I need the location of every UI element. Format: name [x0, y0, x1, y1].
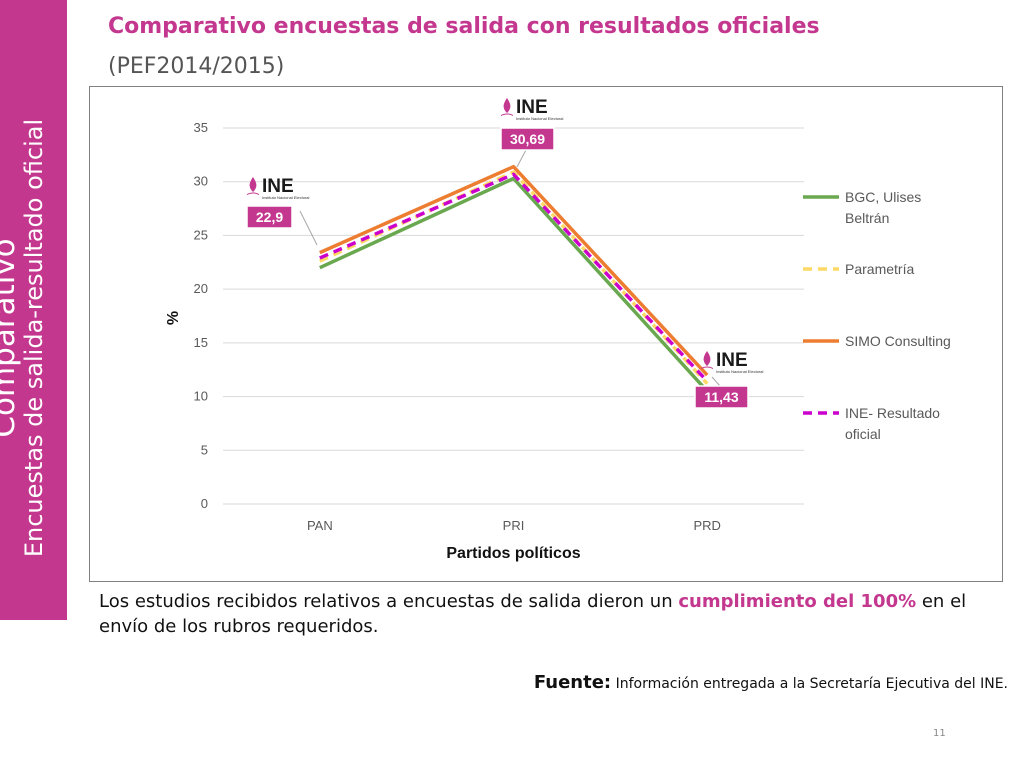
y-tick-label: 30: [194, 174, 208, 189]
series-line: [319, 172, 709, 383]
body-highlight: cumplimiento del 100%: [678, 591, 917, 612]
sidebar-subtitle: Encuestas de salida-resultado oficial: [20, 118, 49, 558]
y-tick-label: 15: [194, 335, 208, 350]
callout-leader: [299, 210, 318, 246]
ine-logo-subtext: Instituto Nacional Electoral: [716, 369, 763, 374]
callout-leader: [516, 147, 528, 168]
body-text-part2: en el envío de los rubros requeridos.: [99, 591, 967, 638]
page-number: 11: [933, 728, 946, 739]
series-line: [319, 176, 709, 393]
source-note: Fuente: Información entregada a la Secre…: [534, 672, 1008, 693]
ine-logo-text: INE: [262, 176, 294, 197]
ine-drop-shape: [703, 351, 711, 366]
body-paragraph: Los estudios recibidos relativos a encue…: [99, 589, 999, 639]
ine-drop-shape: [503, 98, 511, 113]
value-callout-label: 11,43: [704, 389, 738, 405]
value-callout-box: [246, 205, 293, 229]
value-callout-box: [694, 385, 749, 409]
sidebar-title: Comparativo: [0, 238, 22, 438]
x-tick-label: PAN: [307, 518, 333, 533]
series-line: [319, 170, 709, 385]
y-tick-label: 0: [201, 496, 208, 511]
y-tick-label: 10: [194, 389, 208, 404]
ine-logo-subtext: Instituto Nacional Electoral: [262, 195, 309, 200]
chart-frame: 0 5 10 15 20 25 30 35 PAN PRI PRD Partidos político…: [89, 86, 1003, 582]
y-tick-label: 20: [194, 281, 208, 296]
slide-title: Comparativo encuestas de salida con resu…: [108, 14, 820, 39]
ine-wave-shape: [247, 192, 259, 195]
ine-wave-shape: [701, 366, 713, 369]
legend-label: Parametría: [845, 261, 914, 277]
source-label: Fuente:: [533, 672, 612, 693]
ine-logo-subtext: Instituto Nacional Electoral: [516, 116, 563, 121]
slide-subtitle: (PEF2014/2015): [108, 54, 285, 79]
value-callout-label: 22,9: [256, 209, 283, 225]
y-tick-label: 35: [194, 120, 208, 135]
x-axis-title: Partidos políticos: [446, 545, 580, 562]
legend-label: BGC, Ulises Beltrán: [845, 189, 921, 226]
x-tick-label: PRD: [693, 518, 720, 533]
legend-label: SIMO Consulting: [845, 333, 951, 349]
ine-logo-text: INE: [716, 350, 748, 371]
value-callout-label: 30,69: [510, 131, 545, 147]
sidebar-band: Comparativo Encuestas de salida-resultad…: [0, 0, 67, 620]
ine-logo-text: INE: [516, 97, 548, 118]
ine-drop-shape: [249, 177, 257, 192]
value-callout-box: [500, 127, 555, 151]
series-line: [319, 164, 709, 377]
body-text-part1: Los estudios recibidos relativos a encue…: [99, 591, 679, 612]
y-tick-label: 25: [194, 227, 208, 242]
callout-leader: [711, 376, 721, 387]
ine-wave-shape: [501, 113, 513, 116]
y-tick-label: 5: [201, 442, 208, 457]
y-axis-title: %: [165, 311, 182, 325]
x-tick-label: PRI: [503, 518, 525, 533]
sidebar-vertical-title: Comparativo Encuestas de salida-resultad…: [0, 43, 83, 633]
line-chart: 0 5 10 15 20 25 30 35 PAN PRI PRD Partidos político…: [165, 97, 951, 562]
legend-label: INE- Resultado oficial: [845, 405, 940, 442]
source-text: Información entregada a la Secretaría Ej…: [611, 676, 1008, 692]
